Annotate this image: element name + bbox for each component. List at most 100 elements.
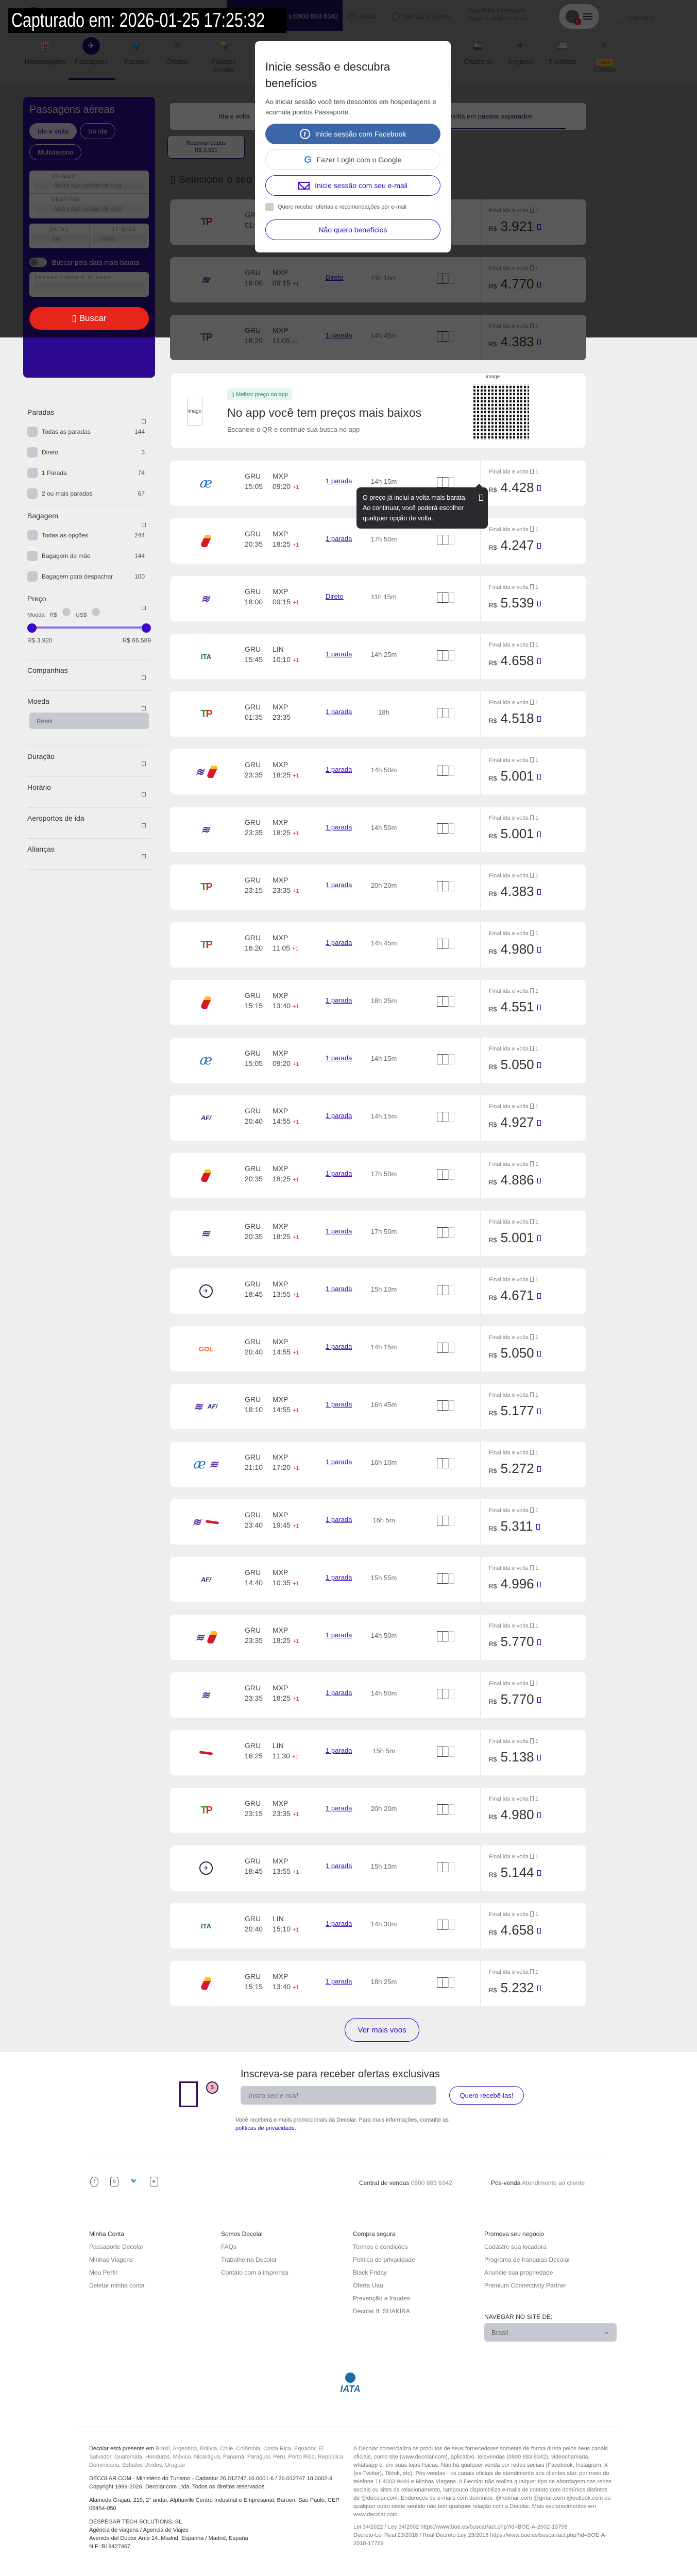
filter-option[interactable]: Bagagem para despachar 100 (27, 571, 151, 582)
price-max-handle[interactable] (142, 623, 151, 633)
info-icon[interactable] (537, 1062, 541, 1068)
trip-type-multicity[interactable]: Multidestino (29, 144, 82, 160)
footer-link[interactable]: Minhas Viagens (89, 2256, 133, 2263)
stops-link[interactable]: 1 parada (326, 708, 352, 716)
chevron-down-icon[interactable] (142, 706, 146, 710)
stops-link[interactable]: 1 parada (326, 1054, 352, 1062)
country-links[interactable]: Brasil, Argentina, Bolívia, Chile, Colôm… (89, 2446, 343, 2468)
price-min-handle[interactable] (27, 623, 37, 633)
flight-result-row[interactable]: GRU MXP 20:35 18:25 +1 1 parada 17h 50m … (170, 1153, 586, 1198)
flight-result-row[interactable]: GOL GRU MXP 20:40 14:55 +1 1 parada 14h … (170, 1326, 586, 1371)
currency-brl-radio[interactable] (62, 608, 71, 616)
flight-result-row[interactable]: TP GRU MXP 01:35 23:35 1 parada 18h Fina… (170, 691, 586, 737)
filter-option[interactable]: 2 ou mais paradas 67 (27, 488, 151, 499)
departure-date-input[interactable]: Ida (31, 234, 87, 243)
info-icon[interactable] (537, 1986, 541, 1991)
stops-link[interactable]: 1 parada (326, 535, 352, 543)
flight-result-row[interactable]: ITA GRU LIN 15:45 10:10 +1 1 parada 14h … (170, 634, 586, 679)
stops-link[interactable]: 1 parada (326, 1170, 352, 1177)
flight-result-row[interactable]: ≋ GRU MXP 23:35 18:25 +1 1 parada 14h 50… (170, 807, 586, 852)
footer-link[interactable]: Premium Connectivity Partner (484, 2282, 567, 2289)
info-icon[interactable] (537, 543, 541, 549)
flight-result-row[interactable]: ≋ GRU MXP 23:40 19:45 +1 1 parada 16h 5m… (170, 1499, 586, 1545)
facebook-icon[interactable]: f (90, 2177, 98, 2187)
info-icon[interactable] (537, 1235, 541, 1241)
footer-link[interactable]: Meu Perfil (89, 2269, 117, 2276)
flight-result-row[interactable]: ITA GRU LIN 20:40 15:10 +1 1 parada 14h … (170, 1903, 586, 1948)
info-icon[interactable] (537, 1409, 541, 1414)
info-icon[interactable] (537, 1928, 541, 1934)
youtube-icon[interactable]: ▸ (150, 2177, 158, 2187)
twitter-icon[interactable]: 🐦 (130, 2178, 138, 2184)
my-trips-link[interactable]: Minhas Viagens (392, 12, 450, 21)
stops-link[interactable]: 1 parada (326, 1343, 352, 1350)
nav-item-2[interactable]: 🧳 Pacotes (116, 37, 157, 65)
nav-item-5[interactable]: 🚢 Cruzeiros (457, 37, 499, 65)
flight-result-row[interactable]: AF/ GRU MXP 20:40 14:55 +1 1 parada 14h … (170, 1095, 586, 1141)
flight-result-row[interactable]: ≋ GRU MXP 23:35 18:25 +1 1 parada 14h 50… (170, 1615, 586, 1660)
return-date-input[interactable]: Volta (91, 234, 147, 243)
origin-input[interactable]: Insira sua cidade de orig (33, 181, 145, 190)
help-link[interactable]: ? Ajuda (348, 12, 376, 21)
footer-link[interactable]: Contato com a imprensa (221, 2269, 288, 2276)
info-icon[interactable] (537, 340, 541, 345)
chevron-icon[interactable] (142, 523, 146, 527)
flight-result-row[interactable]: AF/ GRU MXP 14:40 10:35 +1 1 parada 15h … (170, 1557, 586, 1602)
passengers-box[interactable]: PASSAGEIROS E CLASSE (29, 272, 149, 297)
footer-link[interactable]: Black Friday (353, 2269, 387, 2276)
newsletter-email-input[interactable] (241, 2086, 436, 2105)
trip-type-roundtrip[interactable]: Ida e volta (29, 123, 77, 139)
offers-opt-in-checkbox[interactable] (265, 203, 274, 211)
nav-item-4[interactable]: 📦 Pacotes prontos (203, 37, 244, 73)
cart-link[interactable]: 🛒 Carrinho (616, 12, 654, 23)
info-icon[interactable] (537, 1005, 541, 1010)
info-icon[interactable] (537, 1639, 541, 1645)
footer-link[interactable]: Programa de franquias Decolar (484, 2256, 570, 2263)
footer-link[interactable]: Trabalhe na Decolar (221, 2256, 277, 2263)
stops-link[interactable]: 1 parada (326, 1112, 352, 1120)
google-login-button[interactable]: G Fazer Login com o Google (265, 149, 440, 170)
filter-option[interactable]: Todas as opções 244 (27, 530, 151, 540)
info-icon[interactable] (537, 1755, 541, 1760)
info-icon[interactable] (537, 282, 541, 287)
checkbox[interactable] (27, 427, 38, 437)
stops-link[interactable]: 1 parada (326, 823, 352, 831)
flight-result-row[interactable]: GRU MXP 15:15 13:40 +1 1 parada 18h 25m … (170, 980, 586, 1025)
stops-link[interactable]: 1 parada (326, 1862, 352, 1870)
stops-link[interactable]: 1 parada (326, 1920, 352, 1927)
info-icon[interactable] (537, 1178, 541, 1183)
footer-link[interactable]: Decolar ft. SHAKIRA (353, 2308, 410, 2315)
footer-link[interactable]: Oferta Uau (353, 2282, 383, 2289)
stops-link[interactable]: 1 parada (326, 766, 352, 773)
trip-type-oneway[interactable]: Só ida (80, 123, 115, 139)
chevron-icon[interactable] (142, 419, 146, 423)
flight-result-row[interactable]: ≋ AF/ GRU MXP 18:10 14:55 +1 1 parada 16h… (170, 1384, 586, 1429)
nav-item-1[interactable]: ✈ Passagens (71, 37, 112, 65)
stops-link[interactable]: 1 parada (326, 1458, 352, 1466)
currency-select[interactable]: Reais (29, 713, 149, 729)
checkbox[interactable] (27, 551, 38, 561)
stops-link[interactable]: 1 parada (326, 1400, 352, 1408)
newsletter-subscribe-button[interactable]: Quero recebê-las! (449, 2086, 524, 2105)
stops-link[interactable]: 1 parada (326, 1227, 352, 1235)
info-icon[interactable] (537, 1582, 541, 1587)
stops-link[interactable]: 1 parada (326, 996, 352, 1004)
footer-link[interactable]: Anuncie sua propriedade (484, 2269, 553, 2276)
benefits-link[interactable]: Benefícios Passaporte Cupons, pontos e m… (469, 7, 527, 23)
info-icon[interactable] (537, 224, 541, 230)
stops-link[interactable]: 1 parada (326, 939, 352, 946)
stops-link[interactable]: 1 parada (326, 650, 352, 658)
info-icon[interactable] (537, 947, 541, 953)
flight-result-row[interactable]: æ ≋ GRU MXP 21:10 17:20 +1 1 parada 16h 1… (170, 1442, 586, 1487)
checkbox[interactable] (27, 488, 38, 499)
info-icon[interactable] (537, 658, 541, 664)
destination-input[interactable]: Insira sua cidade de dest (33, 204, 145, 213)
info-icon[interactable] (537, 1697, 541, 1703)
info-icon[interactable] (537, 1870, 541, 1876)
flight-result-row[interactable]: ≋ GRU MXP 23:35 18:25 +1 1 parada 14h 50… (170, 1672, 586, 1718)
flight-result-row[interactable]: æ GRU MXP 15:05 09:20 +1 1 parada 14h 15… (170, 1038, 586, 1083)
stops-link[interactable]: 1 parada (326, 331, 352, 339)
stops-link[interactable]: Direto (326, 592, 344, 600)
flight-result-row[interactable]: TP GRU MXP 16:20 11:05 +1 1 parada 14h 4… (170, 315, 586, 360)
stops-link[interactable]: 1 parada (326, 1631, 352, 1639)
